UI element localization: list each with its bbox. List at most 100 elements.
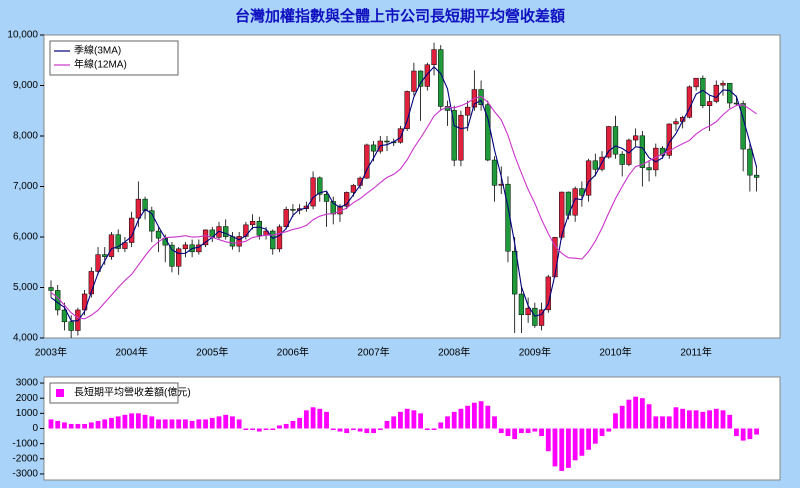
bar bbox=[310, 407, 316, 429]
bar bbox=[707, 410, 712, 429]
candle-body bbox=[572, 188, 578, 216]
candle-body bbox=[431, 49, 437, 65]
candle-body bbox=[370, 144, 377, 152]
bar bbox=[297, 417, 303, 429]
candle-body bbox=[350, 185, 357, 193]
bar bbox=[545, 428, 551, 452]
candle-body bbox=[485, 104, 491, 161]
bar bbox=[653, 416, 659, 429]
bar bbox=[142, 414, 148, 429]
bar bbox=[391, 416, 397, 429]
bar bbox=[256, 428, 262, 432]
candle-body bbox=[686, 86, 693, 118]
candle-body bbox=[747, 148, 753, 176]
bar bbox=[236, 419, 242, 429]
bar bbox=[519, 428, 524, 434]
candle-body bbox=[102, 254, 108, 257]
bar bbox=[324, 411, 329, 429]
ma-line bbox=[50, 95, 757, 320]
candle-body bbox=[149, 210, 155, 232]
ma-line bbox=[50, 66, 758, 322]
candle-body bbox=[270, 230, 276, 250]
bar bbox=[458, 408, 464, 429]
bar bbox=[283, 423, 289, 429]
bar bbox=[512, 428, 518, 440]
candle-body bbox=[713, 84, 719, 102]
bar bbox=[330, 428, 336, 431]
chart-title: 台灣加權指數與全體上市公司長短期平均營收差額 bbox=[235, 7, 565, 25]
legend-box bbox=[49, 382, 179, 404]
x-tick-label: 2004年 bbox=[116, 346, 148, 359]
bar bbox=[277, 425, 282, 429]
candle-body bbox=[606, 126, 612, 158]
candle-body bbox=[397, 128, 404, 143]
candle-body bbox=[115, 234, 121, 249]
x-tick-label: 2010年 bbox=[599, 346, 631, 359]
candle-body bbox=[155, 230, 162, 239]
candle-body bbox=[464, 106, 471, 116]
bar bbox=[438, 422, 444, 429]
candle-body bbox=[176, 248, 182, 267]
candle-body bbox=[451, 110, 457, 161]
x-tick-label: 2003年 bbox=[35, 346, 67, 359]
bar bbox=[290, 420, 296, 429]
bar bbox=[95, 420, 101, 429]
candle-body bbox=[108, 234, 115, 257]
bar bbox=[579, 428, 585, 456]
bar bbox=[552, 428, 558, 467]
bar bbox=[129, 413, 135, 429]
bar bbox=[203, 419, 208, 429]
bar bbox=[156, 419, 161, 429]
candle-body bbox=[498, 183, 504, 186]
candle-body bbox=[344, 192, 350, 207]
bar bbox=[223, 414, 229, 429]
candle-body bbox=[532, 307, 538, 326]
bar bbox=[505, 428, 511, 437]
y-tick-label: 3000 bbox=[16, 378, 39, 389]
candle-body bbox=[249, 221, 256, 226]
bar bbox=[646, 404, 652, 429]
bar bbox=[384, 420, 390, 429]
legend-swatch bbox=[56, 389, 64, 397]
candle-body bbox=[256, 221, 262, 236]
candle-body bbox=[653, 147, 659, 171]
bar bbox=[639, 398, 645, 429]
bar bbox=[613, 413, 618, 429]
y-tick-label: 1000 bbox=[16, 408, 39, 419]
y-tick-label: -1000 bbox=[12, 438, 38, 449]
bar bbox=[566, 428, 571, 468]
bar bbox=[196, 419, 202, 429]
candle-body bbox=[276, 226, 283, 250]
candle-body bbox=[727, 82, 733, 104]
candle-body bbox=[706, 101, 713, 106]
bar bbox=[619, 405, 625, 429]
candle-body bbox=[411, 70, 417, 92]
y-tick-label: 10,000 bbox=[7, 30, 38, 41]
candle-body bbox=[404, 91, 410, 129]
x-tick-label: 2005年 bbox=[196, 346, 228, 359]
y-tick-label: 0 bbox=[32, 423, 38, 434]
bar bbox=[532, 428, 538, 432]
candle-body bbox=[223, 226, 229, 237]
legend-label: 長短期平均營收差額(億元) bbox=[74, 386, 191, 399]
candle-body bbox=[128, 217, 135, 243]
bar bbox=[169, 419, 175, 429]
bar bbox=[109, 417, 114, 429]
candle-body bbox=[424, 64, 430, 87]
bar bbox=[162, 419, 168, 429]
bar bbox=[102, 419, 108, 429]
bar bbox=[317, 408, 323, 429]
bar bbox=[176, 419, 182, 429]
candle-body bbox=[169, 244, 175, 267]
bar bbox=[693, 410, 699, 429]
y-tick-label: 8,000 bbox=[13, 131, 38, 142]
candle-body bbox=[632, 135, 639, 141]
bar bbox=[115, 416, 121, 429]
candle-body bbox=[512, 250, 518, 295]
candle-body bbox=[88, 271, 94, 295]
x-tick-label: 2009年 bbox=[519, 346, 551, 359]
candle-body bbox=[243, 224, 249, 237]
bar bbox=[209, 417, 215, 429]
bar bbox=[525, 428, 531, 434]
candle-body bbox=[491, 159, 498, 186]
